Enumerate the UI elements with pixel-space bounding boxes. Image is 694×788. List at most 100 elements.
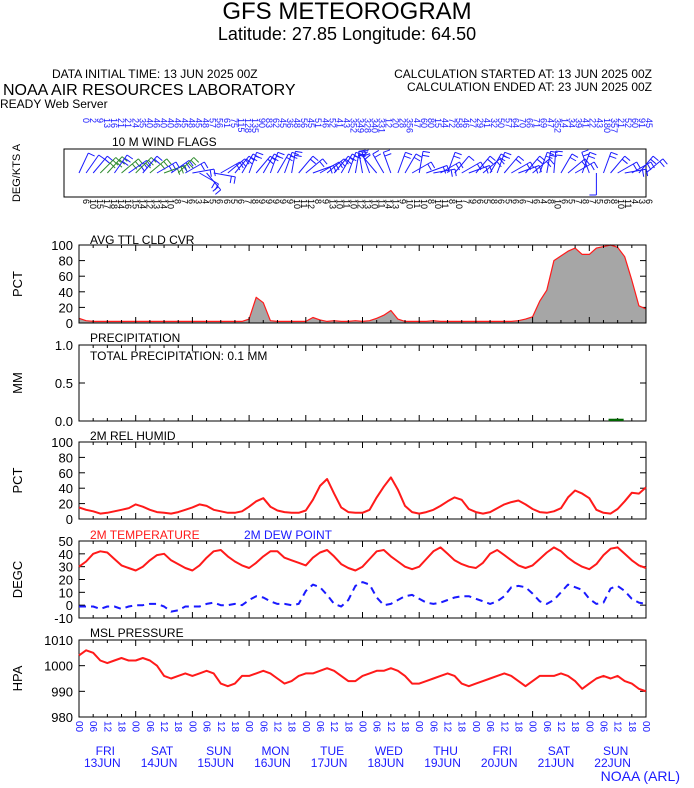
wind-barb-flag xyxy=(403,155,411,159)
wind-barb-flag xyxy=(88,152,95,157)
wind-speed-label: 9 xyxy=(320,199,330,204)
wind-speed-label: 5 xyxy=(229,199,239,204)
wind-barb xyxy=(199,172,219,185)
wind-speed-label: 10 xyxy=(616,199,626,209)
hour-label: 00 xyxy=(470,721,481,733)
wind-speed-label: 11 xyxy=(440,199,450,208)
wind-barb xyxy=(354,151,360,174)
wind-barb xyxy=(426,165,448,174)
wind-dir-label: 46 xyxy=(151,118,161,128)
rh-y-tick-label: 80 xyxy=(59,450,73,465)
wind-barb xyxy=(99,157,117,174)
wind-barb xyxy=(192,168,215,174)
wind-barb xyxy=(163,165,185,174)
wind-speed-label: 7 xyxy=(524,199,534,204)
date-label: 21JUN xyxy=(538,756,575,770)
wind-dir-label: 52 xyxy=(623,118,633,128)
wind-dir-label: 340 xyxy=(370,118,380,133)
wind-barb xyxy=(326,158,345,174)
wind-barb-flag xyxy=(374,153,382,158)
wind-dir-label: 128 xyxy=(243,118,253,133)
wind-speed-label: 13 xyxy=(151,199,161,209)
wind-barb-flag xyxy=(168,165,174,173)
wind-barb-flag xyxy=(581,149,589,153)
wind-speed-label: 11 xyxy=(341,199,351,208)
wind-barb xyxy=(206,172,222,191)
hour-label: 06 xyxy=(314,721,325,733)
wind-barb-flag xyxy=(610,151,618,156)
wind-dir-label: 45 xyxy=(644,118,654,128)
wind-speed-label: 11 xyxy=(412,199,422,208)
wind-dir-label: 57 xyxy=(208,118,218,128)
day-of-week-label: SAT xyxy=(548,744,571,758)
wind-barb xyxy=(496,152,506,174)
wind-speed-label: 4 xyxy=(630,199,640,204)
hour-label: 06 xyxy=(144,721,155,733)
wind-speed-label: 11 xyxy=(299,199,309,208)
wind-speed-label: 6 xyxy=(560,199,570,204)
wind-dir-label: 64 xyxy=(510,118,520,128)
wind-speed-label: 6 xyxy=(644,199,654,204)
wind-dir-label: 46 xyxy=(461,118,471,128)
wind-dir-label: 21 xyxy=(616,118,626,128)
wind-barb-flag xyxy=(276,155,284,159)
wind-barb-flag xyxy=(581,161,587,168)
wind-dir-label: 40 xyxy=(165,118,175,128)
wind-speed-label: 7 xyxy=(461,199,471,204)
wind-barb-flag xyxy=(642,169,645,177)
wind-dir-label: 12 xyxy=(384,118,394,128)
wind-barb-flag xyxy=(372,150,380,155)
wind-dir-label: 16 xyxy=(109,118,119,128)
wind-barb-flag xyxy=(621,158,628,165)
hour-label: 00 xyxy=(583,721,594,733)
wind-barb xyxy=(234,155,250,174)
wind-speed-label: 6 xyxy=(496,199,506,204)
wind-dir-label: 46 xyxy=(320,118,330,128)
wind-speed-label: 11 xyxy=(377,199,387,208)
wind-dir-label: 70 xyxy=(517,118,527,128)
wind-speed-label: 14 xyxy=(158,199,168,209)
cloud-area xyxy=(79,245,646,323)
pressure-frame xyxy=(78,639,647,718)
day-of-week-label: MON xyxy=(261,744,289,758)
wind-speed-label: 16 xyxy=(123,199,133,209)
day-of-week-label: SUN xyxy=(603,744,628,758)
wind-speed-label: 10 xyxy=(348,199,358,209)
precip-total: TOTAL PRECIPITATION: 0.1 MM xyxy=(90,349,267,363)
hour-label: 18 xyxy=(116,721,127,733)
hour-label: 18 xyxy=(512,721,523,733)
wind-dir-label: 56 xyxy=(215,118,225,128)
wind-dir-label: 69 xyxy=(538,118,548,128)
wind-barb-flag xyxy=(468,155,475,162)
wind-speed-label: 5 xyxy=(208,199,218,204)
wind-speed-label: 10 xyxy=(454,199,464,209)
wind-barb xyxy=(277,153,289,174)
date-label: 15JUN xyxy=(197,756,234,770)
wind-dir-label: 62 xyxy=(271,118,281,128)
hour-label: 12 xyxy=(498,721,509,733)
wind-speed-label: 9 xyxy=(257,199,267,204)
wind-dir-label: 48 xyxy=(201,118,211,128)
page-title: GFS METEOROGRAM xyxy=(222,0,472,25)
wind-barb-flag xyxy=(659,161,665,168)
wind-speed-label: 6 xyxy=(517,199,527,204)
hour-label: 00 xyxy=(186,721,197,733)
wind-barb-flag xyxy=(455,163,461,171)
temp-title: 2M TEMPERATURE xyxy=(90,528,200,542)
rh-y-tick-label: 20 xyxy=(59,497,73,512)
wind-speed-label: 8 xyxy=(581,199,591,204)
wind-dir-label: 331 xyxy=(377,118,387,133)
wind-speed-label: 10 xyxy=(292,199,302,209)
wind-barb-flag xyxy=(454,169,457,177)
date-label: 13JUN xyxy=(84,756,121,770)
wind-barb-flag xyxy=(256,151,264,156)
precip-bar xyxy=(615,418,624,421)
wind-dir-label: 135 xyxy=(250,118,260,133)
hour-label: 00 xyxy=(357,721,368,733)
server-name: READY Web Server xyxy=(0,97,108,111)
wind-speed-label: 13 xyxy=(327,199,337,209)
wind-dir-label: 21 xyxy=(116,118,126,128)
wind-barb-flag xyxy=(193,157,200,163)
wind-dir-label: 48 xyxy=(292,118,302,128)
